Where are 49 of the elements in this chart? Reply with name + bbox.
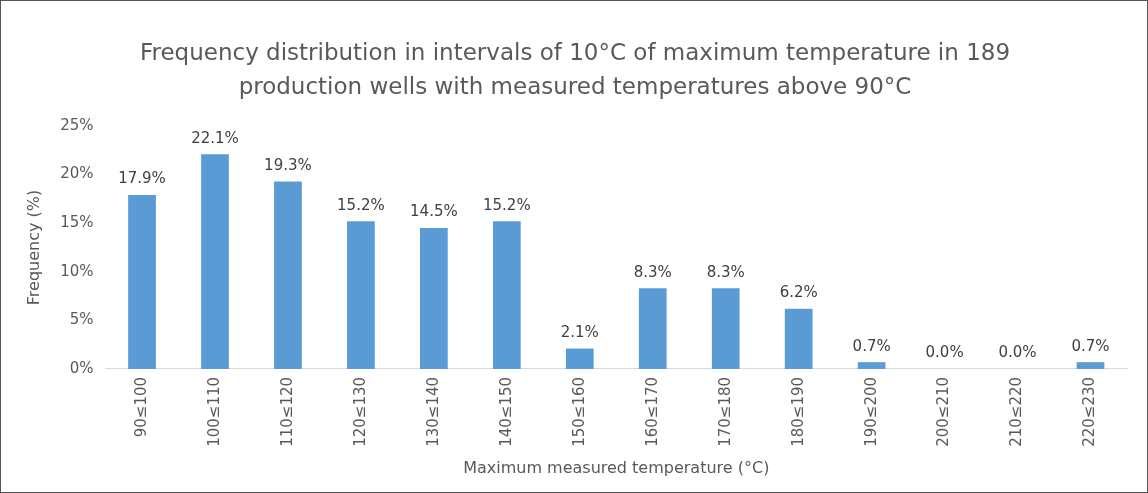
bar: [565, 348, 594, 369]
data-label: 15.2%: [483, 195, 531, 214]
bar: [274, 181, 302, 369]
x-tick-label: 150≤160: [569, 376, 588, 447]
y-tick-label: 5%: [69, 310, 94, 329]
x-tick-label: 120≤130: [350, 376, 369, 447]
bar: [128, 195, 156, 369]
x-tick-label: 200≤210: [934, 376, 953, 447]
bar: [857, 362, 886, 369]
data-label: 0.7%: [852, 336, 891, 355]
y-tick-label: 15%: [60, 213, 94, 232]
bar: [638, 288, 667, 369]
data-label: 2.1%: [560, 322, 599, 341]
x-tick-label: 180≤190: [788, 376, 807, 447]
bar: [492, 221, 521, 369]
x-tick-label: 140≤150: [496, 376, 515, 447]
data-label: 6.2%: [779, 283, 818, 302]
data-label: 0.0%: [925, 343, 964, 362]
y-axis-title: Frequency (%): [23, 189, 43, 306]
bar: [711, 288, 740, 369]
x-tick-label: 210≤220: [1007, 376, 1026, 447]
x-tick-label: 100≤110: [204, 376, 223, 447]
bar: [201, 154, 229, 369]
data-label: 8.3%: [633, 262, 672, 281]
x-tick-label: 170≤180: [715, 376, 734, 447]
bar: [347, 221, 375, 369]
x-axis-title: Maximum measured temperature (°C): [463, 457, 770, 477]
y-tick-label: 25%: [60, 115, 94, 134]
y-tick-label: 10%: [60, 261, 94, 280]
data-label: 22.1%: [191, 128, 239, 147]
x-tick-label: 130≤140: [423, 376, 442, 447]
bar: [420, 228, 448, 369]
chart-title: Frequency distribution in intervals of 10°C of maximum temperature in 189 production wells with measured temperatures above 90°C: [138, 38, 1012, 101]
x-tick-label: 160≤170: [642, 376, 661, 447]
data-label: 17.9%: [118, 169, 166, 188]
x-tick-label: 90≤100: [131, 376, 150, 438]
data-label: 15.2%: [337, 195, 385, 214]
bar: [1076, 362, 1105, 369]
y-tick-label: 20%: [60, 164, 94, 183]
x-tick-label: 190≤200: [861, 376, 880, 447]
bar: [784, 308, 813, 369]
data-label: 14.5%: [410, 202, 458, 221]
y-tick-label: 0%: [69, 358, 94, 377]
data-label: 0.7%: [1071, 336, 1110, 355]
data-label: 8.3%: [706, 262, 745, 281]
data-label: 19.3%: [264, 155, 312, 174]
x-tick-label: 220≤230: [1080, 376, 1099, 447]
data-label: 0.0%: [998, 343, 1037, 362]
x-tick-label: 110≤120: [277, 376, 296, 447]
